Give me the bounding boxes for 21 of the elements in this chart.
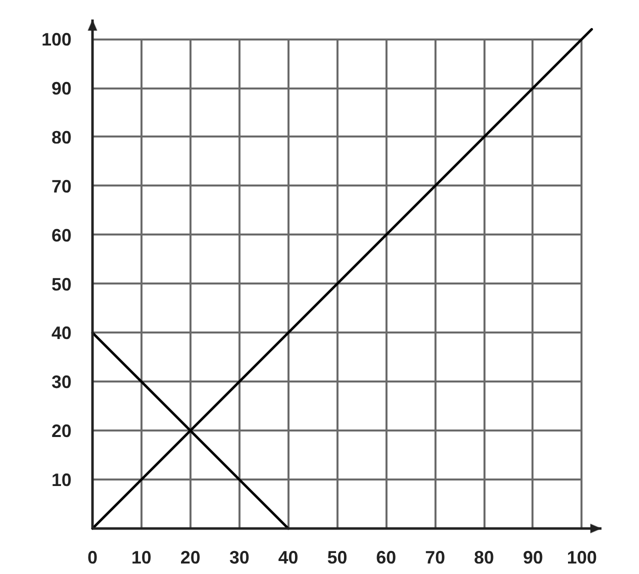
y-tick-label: 100 [41,30,72,50]
y-tick-label: 80 [51,127,72,148]
x-tick-label: 50 [327,548,348,568]
x-tick-label: 90 [522,548,543,568]
y-tick-label: 30 [51,372,72,392]
y-tick-label: 40 [51,323,72,344]
x-tick-label: 40 [278,548,298,568]
x-tick-label: 20 [180,548,200,568]
x-tick-label: 100 [566,548,597,568]
x-tick-label: 80 [474,548,494,568]
y-tick-label: 60 [51,225,72,246]
y-tick-label: 50 [51,274,72,294]
x-tick-label: 60 [376,548,396,568]
y-tick-label: 70 [51,176,72,196]
y-tick-label: 20 [51,421,72,442]
y-tick-label: 10 [51,470,72,490]
x-tick-label: 10 [131,548,152,568]
x-tick-label: 30 [229,548,250,568]
x-tick-label: 70 [425,548,446,568]
y-tick-label: 90 [51,78,72,99]
x-tick-label: 0 [87,548,98,568]
